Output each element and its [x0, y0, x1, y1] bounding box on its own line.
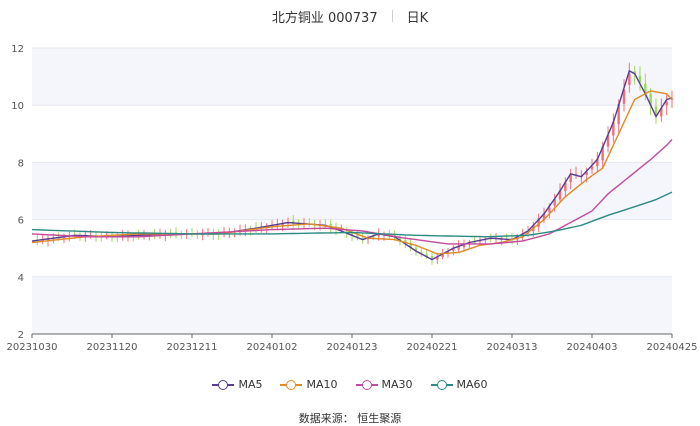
candle-body	[452, 248, 455, 251]
ma-line-ma5	[31, 69, 673, 261]
title-separator	[391, 10, 393, 22]
candle-body	[628, 73, 631, 85]
x-tick-label: 20240102	[247, 342, 298, 353]
y-tick-label: 12	[11, 44, 24, 55]
legend-label: MA5	[238, 378, 263, 391]
candle-body	[414, 247, 418, 251]
candle-body	[638, 75, 642, 83]
legend-swatch	[212, 379, 235, 390]
x-tick-label: 20240403	[567, 342, 618, 353]
legend-label: MA10	[306, 378, 338, 391]
candle-body	[542, 213, 546, 220]
candle-body	[612, 121, 615, 136]
candle-body	[596, 158, 599, 167]
candle-body	[654, 106, 658, 116]
legend-label: MA30	[381, 378, 413, 391]
candle-body	[436, 256, 439, 260]
candle-body	[350, 232, 354, 236]
x-tick-label: 20240313	[487, 342, 538, 353]
y-tick-label: 6	[18, 216, 24, 227]
legend-swatch	[280, 379, 303, 390]
candle-body	[420, 252, 423, 254]
candle-body	[446, 251, 450, 254]
candle-body	[548, 207, 551, 213]
legend-item-ma60[interactable]: MA60	[430, 378, 488, 391]
candle-body	[665, 101, 668, 106]
candle-body	[606, 135, 610, 147]
legend: MA5 MA10 MA30 MA60	[0, 378, 700, 391]
candle-body	[462, 243, 466, 248]
period-label: 日K	[406, 10, 429, 26]
candle-body	[553, 199, 556, 206]
candle-body	[585, 172, 588, 175]
candle-body	[409, 242, 412, 249]
candle-body	[622, 89, 626, 104]
x-tick-label: 20231120	[87, 342, 138, 353]
legend-item-ma30[interactable]: MA30	[355, 378, 413, 391]
chart-title: 北方铜业 000737 日K	[0, 6, 700, 26]
candle-body	[649, 93, 652, 106]
candle-body	[430, 256, 434, 261]
candle-body	[398, 237, 402, 241]
candle-body	[361, 237, 364, 240]
candle-body	[660, 108, 663, 117]
candle-body	[489, 238, 492, 240]
candle-body	[286, 222, 290, 224]
candle-body	[590, 166, 594, 170]
source-text: 数据来源： 恒生聚源	[298, 412, 402, 425]
candle-body	[537, 218, 540, 227]
x-tick-label: 20231030	[7, 342, 58, 353]
grid-band	[32, 48, 672, 106]
legend-swatch	[430, 379, 453, 390]
x-tick-label: 20240221	[407, 342, 458, 353]
x-tick-label: 20240425	[647, 342, 698, 353]
candle-body	[457, 245, 460, 250]
candle-body	[644, 83, 647, 94]
y-tick-label: 4	[18, 273, 24, 284]
y-tick-label: 8	[18, 158, 24, 169]
candle-body	[564, 182, 567, 191]
legend-item-ma5[interactable]: MA5	[212, 378, 262, 391]
x-tick-label: 20231211	[167, 342, 218, 353]
candle-body	[473, 241, 476, 243]
candle-body	[425, 254, 428, 257]
legend-swatch	[355, 379, 378, 390]
candle-body	[270, 225, 274, 227]
stock-name: 北方铜业 000737	[271, 10, 378, 26]
candle-body	[569, 174, 572, 183]
x-tick-label: 20240123	[327, 342, 378, 353]
candle-body	[441, 253, 444, 257]
candle-body	[377, 233, 380, 237]
candle-body	[356, 235, 359, 238]
ma-line-ma60	[31, 191, 673, 238]
ma-line-ma30	[31, 139, 673, 245]
candle-body	[372, 236, 375, 238]
y-tick-label: 10	[11, 101, 24, 112]
candle-body	[617, 103, 620, 125]
candle-body	[633, 71, 636, 74]
candle-body	[558, 190, 562, 200]
grid-band	[32, 276, 672, 334]
legend-item-ma10[interactable]: MA10	[280, 378, 338, 391]
legend-label: MA60	[456, 378, 488, 391]
candle-body	[601, 146, 604, 161]
y-tick-label: 2	[18, 330, 24, 341]
